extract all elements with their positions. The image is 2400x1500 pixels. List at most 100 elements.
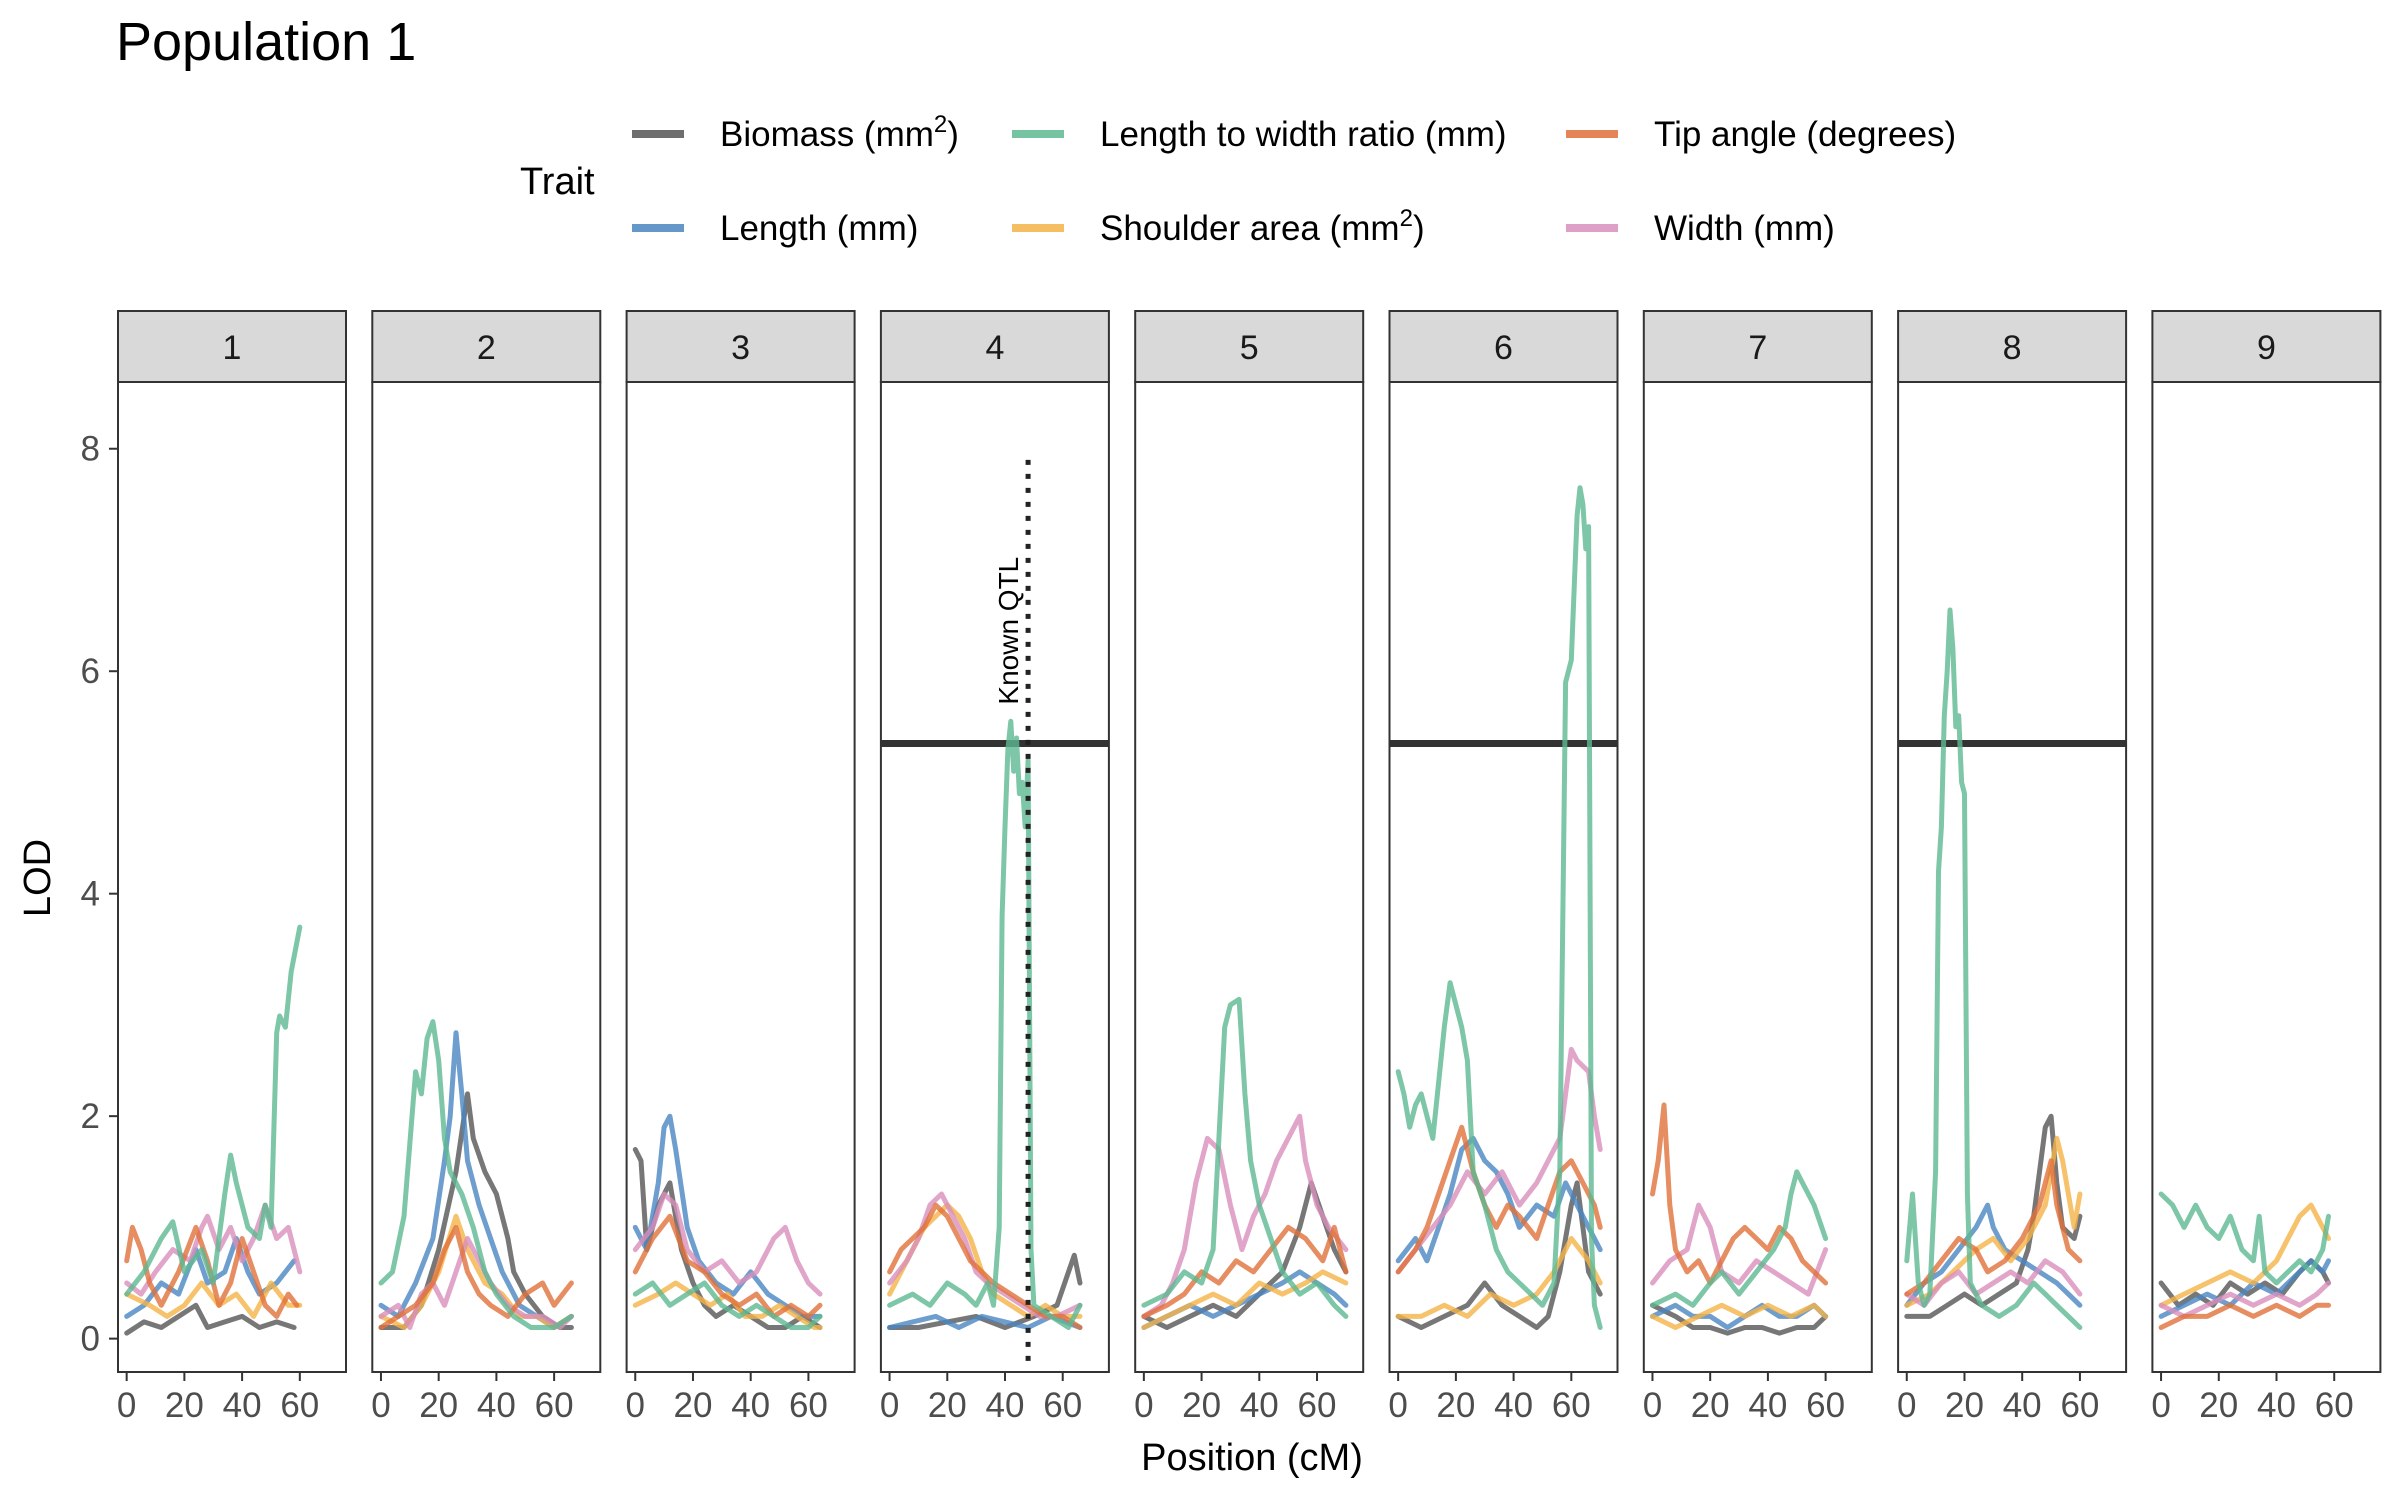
panel-bg-1 — [118, 382, 346, 1372]
series-line-lwr — [124, 924, 303, 1297]
series-line-shoulder — [1650, 1302, 1829, 1330]
panel-data-4 — [880, 459, 1109, 1361]
strip-2 — [371, 310, 602, 383]
series-line-lwr — [1395, 485, 1603, 1330]
x-tick-label: 40 — [2003, 1386, 2042, 1425]
strip-label-9: 9 — [2257, 329, 2276, 367]
panel-1: 1 0 20 40 60 0 2 4 6 8 — [81, 310, 347, 1425]
series-line-lwr — [1141, 996, 1349, 1319]
series-line-tip — [1904, 1158, 2083, 1297]
x-tick-label: 40 — [1494, 1386, 1533, 1425]
strip-4 — [879, 310, 1110, 383]
x-tick-label: 60 — [1806, 1386, 1845, 1425]
strip-label-1: 1 — [223, 329, 242, 367]
y-tick-label: 2 — [81, 1097, 100, 1136]
x-tick-label: 60 — [789, 1386, 828, 1425]
x-tick-label: 0 — [1388, 1386, 1407, 1425]
x-tick-label: 60 — [1043, 1386, 1082, 1425]
series-line-lwr — [378, 1019, 574, 1330]
x-tick-label: 20 — [928, 1386, 967, 1425]
x-tick-label: 0 — [880, 1386, 899, 1425]
series-line-width — [632, 1191, 823, 1297]
y-tick-label: 0 — [81, 1320, 100, 1359]
strip-9 — [2151, 310, 2382, 383]
panel-2: 20 20 40 60 — [371, 310, 602, 1425]
panel-data-6 — [1389, 485, 1618, 1330]
series-line-biomass — [887, 1252, 1083, 1330]
strip-label-6: 6 — [1494, 329, 1513, 367]
x-tick-label: 60 — [2060, 1386, 2099, 1425]
panel-border-9 — [2151, 381, 2382, 1373]
series-line-length — [887, 1313, 1083, 1330]
series-line-width — [1904, 1258, 2083, 1308]
x-tick-label: 40 — [1240, 1386, 1279, 1425]
x-tick-label: 60 — [535, 1386, 574, 1425]
legend-label-tip: Tip angle (degrees) — [1654, 115, 1956, 154]
series-line-lwr — [632, 1280, 823, 1330]
x-tick-label: 40 — [223, 1386, 262, 1425]
series-line-tip — [2158, 1302, 2331, 1330]
x-tick-label: 20 — [419, 1386, 458, 1425]
series-line-length — [1904, 1202, 2083, 1308]
x-tick-label: 60 — [1298, 1386, 1337, 1425]
x-axis-title: Position (cM) — [1141, 1437, 1363, 1479]
panel-border-2 — [371, 381, 602, 1373]
x-tick-label: 40 — [2257, 1386, 2296, 1425]
panel-bg-4 — [880, 382, 1109, 1372]
strip-label-8: 8 — [2003, 329, 2022, 367]
known-qtl-label: Known QTL — [993, 557, 1024, 705]
strip-label-5: 5 — [1240, 329, 1259, 367]
strip-8 — [1897, 310, 2128, 383]
strip-label-4: 4 — [985, 329, 1004, 367]
x-tick-label: 40 — [1748, 1386, 1787, 1425]
x-tick-label: 20 — [1436, 1386, 1475, 1425]
y-tick-label: 8 — [81, 430, 100, 469]
series-line-lwr — [1650, 1169, 1829, 1308]
x-tick-label: 60 — [2315, 1386, 2354, 1425]
panel-9: 9 0 20 40 60 — [2151, 310, 2382, 1425]
x-tick-label: 40 — [731, 1386, 770, 1425]
x-tick-label: 20 — [1691, 1386, 1730, 1425]
strip-7 — [1642, 310, 1873, 383]
x-tick-label: 20 — [2199, 1386, 2238, 1425]
x-tick-label: 0 — [2151, 1386, 2170, 1425]
series-line-width — [2158, 1280, 2331, 1319]
series-line-length — [2158, 1258, 2331, 1319]
panel-bg-3 — [626, 382, 855, 1372]
strip-3 — [625, 310, 856, 383]
panel-border-6 — [1388, 381, 1619, 1373]
panel-data-2 — [378, 1019, 574, 1330]
x-tick-label: 0 — [371, 1386, 390, 1425]
legend-label-length: Length (mm) — [720, 209, 918, 248]
panel-data-5 — [1141, 996, 1349, 1330]
series-line-tip — [887, 1202, 1083, 1330]
y-tick-label: 4 — [81, 875, 100, 914]
series-line-shoulder — [1141, 1269, 1349, 1330]
x-tick-label: 20 — [1945, 1386, 1984, 1425]
x-tick-label: 60 — [280, 1386, 319, 1425]
series-line-length — [378, 1030, 574, 1330]
x-tick-label: 40 — [986, 1386, 1025, 1425]
legend: Trait Biomass (mm2) Length to width ratio… — [520, 111, 1956, 248]
x-tick-label: 40 — [477, 1386, 516, 1425]
series-line-shoulder — [2158, 1202, 2331, 1308]
x-tick-label: 0 — [1643, 1386, 1662, 1425]
panel-data-7 — [1650, 1102, 1829, 1336]
legend-label-biomass: Biomass (mm2) — [720, 111, 959, 154]
panel-data-1 — [124, 924, 303, 1336]
legend-title: Trait — [520, 161, 595, 203]
panel-bg-5 — [1135, 382, 1364, 1372]
series-line-tip — [632, 1213, 823, 1319]
strip-label-2: 2 — [477, 329, 496, 367]
strip-5 — [1134, 310, 1365, 383]
strip-label-7: 7 — [1748, 329, 1767, 367]
panel-bg-7 — [1643, 382, 1872, 1372]
x-tick-label: 20 — [1182, 1386, 1221, 1425]
x-tick-label: 0 — [1134, 1386, 1153, 1425]
series-line-width — [1395, 1046, 1603, 1275]
series-line-lwr — [2158, 1191, 2331, 1286]
y-axis-title: LOD — [17, 839, 59, 917]
x-tick-label: 0 — [117, 1386, 136, 1425]
panel-5: 5 0 20 40 60 — [1134, 310, 1365, 1425]
